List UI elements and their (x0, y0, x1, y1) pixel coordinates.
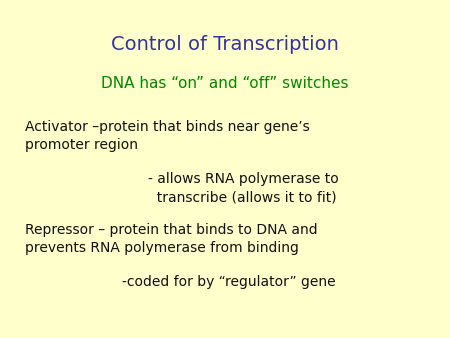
Text: Activator –protein that binds near gene’s
promoter region: Activator –protein that binds near gene’… (25, 120, 310, 152)
Text: - allows RNA polymerase to
  transcribe (allows it to fit): - allows RNA polymerase to transcribe (a… (148, 172, 339, 204)
Text: Control of Transcription: Control of Transcription (111, 35, 339, 54)
Text: -coded for by “regulator” gene: -coded for by “regulator” gene (122, 275, 335, 289)
Text: Repressor – protein that binds to DNA and
prevents RNA polymerase from binding: Repressor – protein that binds to DNA an… (25, 223, 317, 255)
Text: DNA has “on” and “off” switches: DNA has “on” and “off” switches (101, 76, 349, 91)
